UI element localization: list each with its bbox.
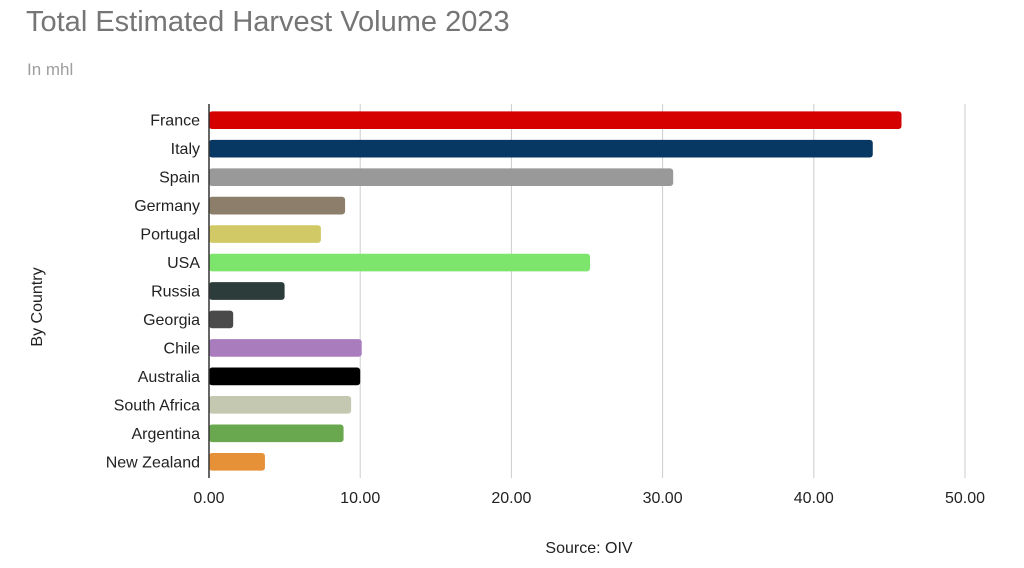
chart-subtitle: In mhl: [27, 60, 74, 79]
bar: [209, 168, 674, 186]
x-tick-label: 30.00: [643, 490, 683, 507]
bar: [209, 310, 234, 329]
bar: [209, 367, 361, 386]
x-tick-label: 20.00: [491, 490, 531, 507]
bar: [209, 225, 321, 243]
x-tick-label: 40.00: [794, 490, 834, 507]
bar: [209, 282, 285, 300]
category-label: USA: [167, 255, 200, 272]
bar: [209, 139, 873, 158]
bar: [209, 339, 362, 357]
bar: [209, 196, 346, 215]
gridlines: [359, 104, 966, 478]
chart-title: Total Estimated Harvest Volume 2023: [26, 6, 510, 38]
x-tick-label: 50.00: [945, 490, 985, 507]
bar: [209, 111, 902, 130]
x-axis-label: Source: OIV: [545, 540, 633, 557]
category-label: Chile: [164, 340, 201, 357]
bar: [209, 253, 591, 272]
bar: [209, 396, 352, 414]
category-label: Italy: [171, 141, 200, 158]
category-label: Russia: [151, 284, 200, 301]
category-label: Australia: [138, 369, 200, 386]
x-tick-label: 0.00: [193, 490, 224, 507]
bar: [209, 452, 265, 471]
category-label: Georgia: [143, 312, 200, 329]
category-label: Portugal: [140, 227, 200, 244]
category-label: New Zealand: [106, 454, 200, 471]
category-labels: France Italy Spain Germany Portugal USA Russia…: [106, 113, 201, 472]
bars: [209, 111, 902, 471]
category-label: Spain: [159, 170, 200, 187]
category-label: France: [150, 113, 200, 130]
category-label: Germany: [134, 198, 200, 215]
bar: [209, 424, 344, 443]
category-label: South Africa: [114, 397, 200, 414]
x-tick-labels: 0.00 10.00 20.00 30.00 40.00 50.00: [193, 490, 985, 507]
category-label: Argentina: [132, 426, 201, 443]
x-tick-label: 10.00: [340, 490, 380, 507]
